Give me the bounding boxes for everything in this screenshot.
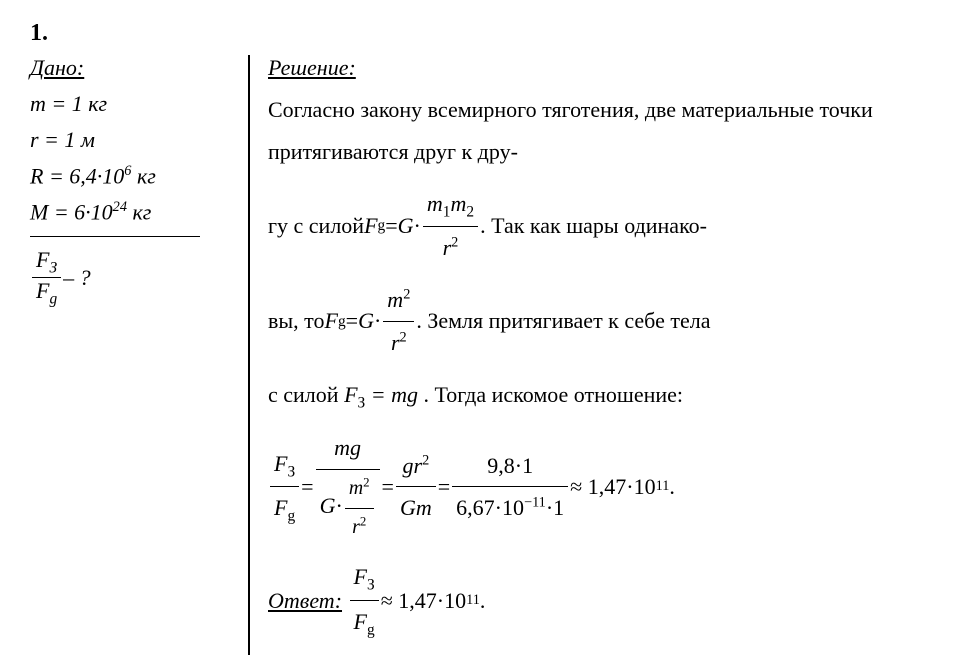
rFgs: g	[287, 508, 295, 525]
frac-mg-Gm2r2: mg G· m2 r2	[316, 427, 380, 546]
Fg-sub: g	[378, 211, 386, 240]
frac-numeric: 9,8·1 6,67·10−11·1	[452, 445, 568, 530]
R-prefix: R = 6,4·10	[30, 163, 124, 188]
ans-frac: FЗ Fg	[350, 556, 379, 644]
find-question: – ?	[63, 265, 91, 291]
gr2e: 2	[422, 452, 429, 468]
rF3: F	[274, 451, 287, 476]
den-b: ·1	[546, 495, 564, 520]
r2-base: r	[391, 330, 400, 355]
solution-answer: Ответ: FЗ Fg ≈ 1,47·1011.	[268, 556, 948, 644]
dot1: ·	[414, 205, 421, 247]
gr2: gr	[403, 453, 423, 478]
solution-p1: Согласно закону всемирного тяготения, дв…	[268, 89, 948, 173]
dot3: ·	[335, 493, 342, 518]
eq2: =	[346, 300, 358, 342]
solution-p3: вы, то Fg = G · m2 r2 . Земля притягивае…	[268, 279, 948, 364]
p4-text-a: с силой	[268, 382, 344, 407]
G2: G	[358, 300, 374, 342]
eq4: =	[382, 466, 394, 508]
aF3: F	[354, 564, 367, 589]
given-divider	[30, 236, 200, 237]
inner-frac: m2 r2	[345, 470, 374, 546]
find-den-F: F	[36, 278, 49, 303]
F3-F: F	[344, 382, 357, 407]
period1: .	[669, 466, 675, 508]
find-num-F: F	[36, 247, 49, 272]
aFg: F	[354, 609, 367, 634]
find-den-sub: g	[49, 290, 57, 307]
eq3: =	[301, 466, 313, 508]
aFgs: g	[367, 621, 375, 638]
solution-p2: гу с силой Fg = G · m1m2 r2 . Так как ша…	[268, 183, 948, 269]
solution-block: Решение: Согласно закону всемирного тяго…	[250, 55, 948, 655]
ratio-F3-Fg: FЗ Fg	[270, 443, 299, 531]
mg: = mg	[371, 382, 418, 407]
den-exp: −11	[524, 495, 546, 511]
approx-val: ≈ 1,47·10	[570, 466, 655, 508]
p3-text-a: вы, то	[268, 300, 325, 342]
p4-text-b: . Тогда искомое отношение:	[423, 382, 683, 407]
frac-m1m2-r2: m1m2 r2	[423, 183, 478, 269]
ir: r	[352, 516, 360, 538]
solution-eqline: FЗ Fg = mg G· m2 r2 = gr2 Gm =	[268, 427, 948, 546]
r-base: r	[443, 235, 452, 260]
M-prefix: M = 6·10	[30, 200, 113, 225]
given-r: r = 1 м	[30, 127, 230, 153]
F3-sub: З	[358, 394, 366, 411]
dot2: ·	[374, 300, 381, 342]
num-val: 9,8·1	[452, 445, 568, 488]
ans-approx: ≈ 1,47·10	[381, 580, 466, 622]
frac-gr2-Gm: gr2 Gm	[396, 445, 436, 530]
G1: G	[398, 205, 414, 247]
ans-period: .	[480, 580, 486, 622]
G3: G	[320, 493, 336, 518]
eq1: =	[385, 205, 397, 247]
Fg2-F: F	[325, 300, 338, 342]
im: m	[349, 477, 363, 499]
given-m: m = 1 кг	[30, 91, 230, 117]
given-block: Дано: m = 1 кг r = 1 м R = 6,4·106 кг M …	[30, 55, 250, 655]
mg-num: mg	[316, 427, 380, 470]
ans-exp: 11	[466, 587, 480, 614]
p3-text-b: . Земля притягивает к себе тела	[416, 300, 710, 342]
given-R: R = 6,4·106 кг	[30, 163, 230, 189]
approx-exp: 11	[656, 473, 670, 500]
m1: m	[427, 191, 443, 216]
frac-m2-r2: m2 r2	[383, 279, 414, 364]
Fg-F: F	[364, 205, 377, 247]
answer-label: Ответ:	[268, 580, 342, 622]
aF3s: З	[367, 577, 375, 594]
p2-text-a: гу с силой	[268, 205, 364, 247]
solution-title: Решение:	[268, 55, 948, 81]
r-exp: 2	[451, 235, 458, 251]
solution-p4: с силой FЗ = mg . Тогда искомое отношени…	[268, 374, 948, 418]
find-fraction: FЗ Fg	[32, 247, 61, 309]
ire: 2	[360, 514, 366, 528]
M-unit: кг	[127, 200, 151, 225]
given-title: Дано:	[30, 55, 230, 81]
given-find: FЗ Fg – ?	[30, 247, 230, 309]
m-sq: m	[387, 287, 403, 312]
problem-container: Дано: m = 1 кг r = 1 м R = 6,4·106 кг M …	[30, 55, 948, 655]
rFg: F	[274, 495, 287, 520]
find-num-sub: З	[49, 259, 57, 276]
m2-sub: 2	[466, 203, 474, 220]
Fg2-sub: g	[338, 307, 346, 336]
Gm: Gm	[396, 487, 436, 529]
M-exp: 24	[113, 199, 127, 215]
eq5: =	[438, 466, 450, 508]
rF3s: З	[287, 463, 295, 480]
p2-text-b: . Так как шары одинако-	[480, 205, 707, 247]
problem-number: 1.	[30, 20, 948, 47]
ime: 2	[363, 476, 369, 490]
m-sq-exp: 2	[403, 287, 410, 303]
m2: m	[450, 191, 466, 216]
R-unit: кг	[131, 163, 155, 188]
given-M: M = 6·1024 кг	[30, 199, 230, 225]
den-a: 6,67·10	[456, 495, 524, 520]
r2-exp2: 2	[400, 330, 407, 346]
